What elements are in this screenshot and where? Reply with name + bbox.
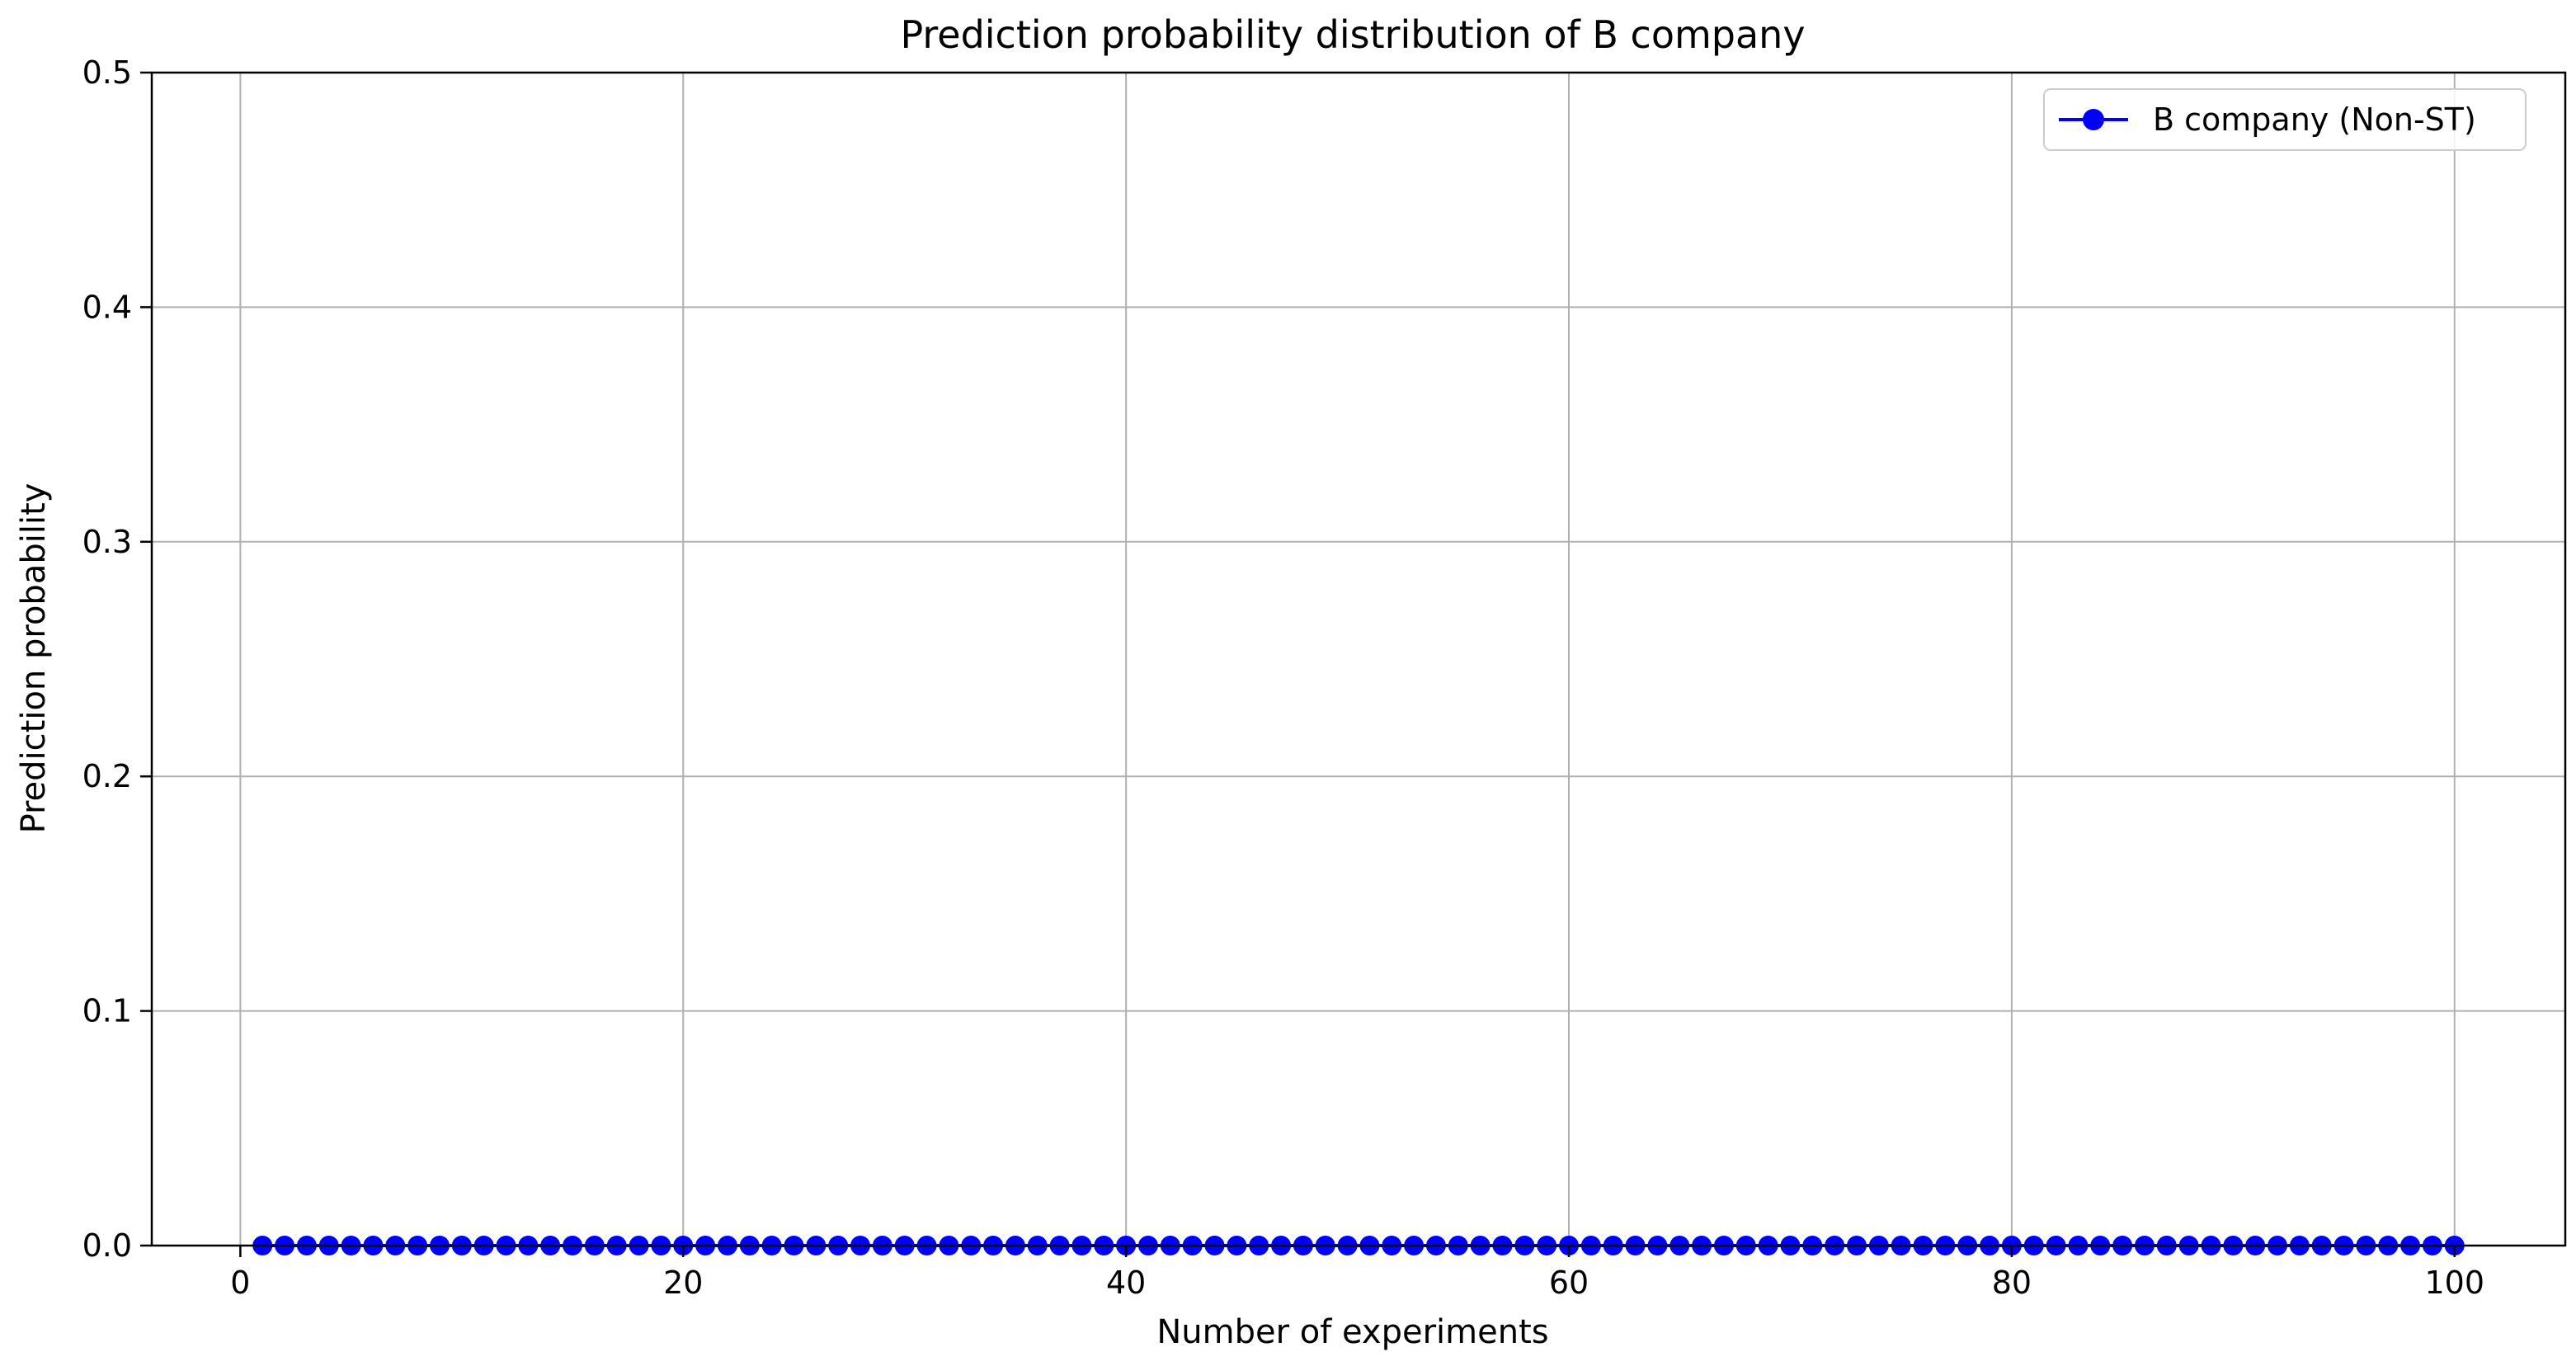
x-tick-label: 20 [663,1265,703,1301]
x-tick-label: 80 [1992,1265,2032,1301]
axis-ticks: 0 20 40 60 80 100 0.0 0.1 0.2 0.3 0.4 0.5 [82,54,2484,1301]
plot-frame [150,71,2567,1247]
legend-label-b-company: B company (Non-ST) [2153,101,2476,138]
legend-box [2043,88,2527,151]
y-tick-label: 0.3 [82,524,132,560]
y-tick-label: 0.4 [82,289,132,325]
x-axis-title: Number of experiments [1156,1313,1548,1351]
legend: B company (Non-ST) [2043,88,2527,151]
legend-marker-swatch [2083,109,2104,130]
x-tick-label: 0 [230,1265,250,1301]
y-axis-title: Prediction probability [15,483,53,834]
x-tick-label: 60 [1549,1265,1589,1301]
chart-title: Prediction probability distribution of B… [900,12,1805,57]
x-tick-label: 40 [1106,1265,1146,1301]
y-tick-label: 0.1 [82,993,132,1029]
x-tick-label: 100 [2425,1265,2485,1301]
y-tick-label: 0.0 [82,1227,132,1264]
y-tick-label: 0.5 [82,54,132,91]
y-tick-label: 0.2 [82,758,132,794]
